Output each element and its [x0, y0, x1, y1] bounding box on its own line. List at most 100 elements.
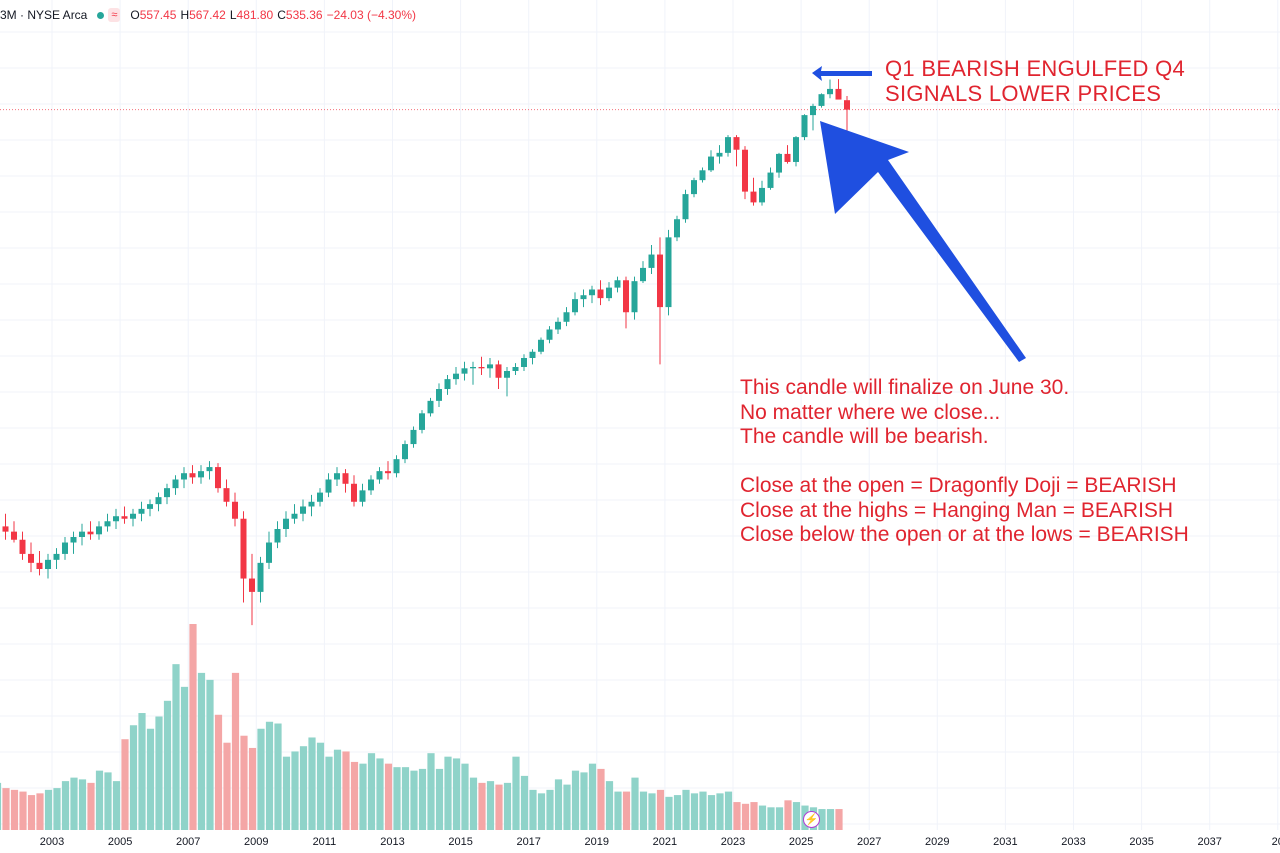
candle-body — [487, 364, 493, 369]
volume-bar — [299, 746, 308, 830]
candle-body — [742, 149, 748, 192]
volume-bar — [257, 728, 265, 830]
volume-bar — [588, 763, 597, 830]
volume-bar — [750, 802, 758, 830]
candle-body — [818, 94, 825, 106]
candle-body — [342, 473, 349, 484]
volume-bar — [206, 679, 214, 830]
candle-body — [495, 364, 502, 378]
volume-bar — [614, 791, 622, 830]
volume-bar — [520, 775, 529, 830]
volume-bar — [469, 777, 478, 830]
candle-body — [45, 559, 51, 569]
candle-body — [699, 170, 706, 181]
candle-body — [436, 389, 442, 401]
candle-body — [113, 516, 119, 522]
volume-bar — [512, 756, 520, 830]
volume-bar — [384, 763, 393, 830]
x-tick-label: 2025 — [788, 836, 814, 848]
volume-bar — [78, 779, 87, 830]
volume-bar — [180, 686, 189, 830]
volume-bar — [27, 795, 36, 830]
candle-body — [827, 88, 833, 95]
note-line: Close at the open = Dragonfly Doji = BEA… — [740, 474, 1177, 497]
candle-body — [53, 553, 60, 560]
volume-bar — [758, 805, 767, 830]
volume-bar — [308, 737, 316, 830]
volume-bar — [631, 777, 639, 830]
volume-bar — [121, 739, 129, 830]
candle-body — [130, 513, 136, 519]
volume-bar — [495, 784, 503, 830]
candle-body — [674, 219, 680, 238]
volume-bar — [0, 782, 2, 830]
volume-bar — [291, 751, 299, 830]
volume-bar — [10, 789, 19, 830]
volume-bar — [427, 753, 435, 830]
volume-bar — [282, 756, 291, 830]
candle-body — [223, 488, 230, 502]
ohlc-low-key: L — [229, 8, 237, 22]
volume-bar — [784, 800, 792, 830]
price-change: −24.03 (−4.30%) — [326, 8, 416, 22]
candle-body — [580, 295, 587, 300]
candle-body — [317, 492, 323, 502]
x-tick-label: 2003 — [39, 836, 65, 848]
x-tick-label: 2023 — [720, 836, 746, 848]
candle-body — [657, 254, 663, 308]
volume-bar — [648, 793, 656, 830]
candle-body — [283, 518, 289, 530]
candle-body — [725, 137, 731, 153]
ohlc-high-key: H — [180, 8, 190, 22]
x-tick-label: 2027 — [856, 836, 882, 848]
volume-bar — [19, 791, 27, 830]
candle-body — [504, 370, 510, 378]
symbol-label[interactable]: 3M · NYSE Arca — [0, 8, 88, 22]
note-line: Close below the open or at the lows = BE… — [740, 523, 1189, 546]
volume-bar — [172, 664, 180, 830]
candle-body — [19, 539, 26, 554]
candle-body — [376, 471, 383, 480]
candle-body — [325, 479, 332, 493]
candle-body — [691, 180, 697, 195]
candle-body — [759, 187, 765, 203]
candle-body — [62, 542, 68, 554]
volume-bar — [401, 767, 410, 830]
volume-bar — [155, 716, 163, 830]
note-line: Close at the highs = Hanging Man = BEARI… — [740, 498, 1174, 522]
candle-body — [614, 280, 621, 288]
volume-bar — [248, 747, 257, 830]
volume-bar — [605, 781, 614, 830]
volume-bar — [767, 807, 775, 830]
volume-bar — [231, 672, 240, 830]
x-tick-label: 2009 — [244, 836, 269, 848]
candle-body — [810, 105, 816, 116]
candle-body — [402, 444, 408, 460]
headline-annotation: Q1 BEARISH ENGULFED Q4 SIGNALS LOWER PRI… — [885, 56, 1185, 106]
volume-bar — [367, 753, 376, 830]
volume-bar — [163, 700, 172, 830]
ohlc-close-value: 535.36 — [285, 8, 323, 22]
candle-body — [572, 299, 578, 313]
note-spacer — [740, 450, 1189, 475]
volume-bar — [44, 789, 53, 830]
candle-body — [529, 351, 536, 358]
notes-annotation: This candle will finalize on June 30. No… — [740, 376, 1189, 548]
x-tick-label: 2021 — [652, 836, 678, 848]
candle-body — [512, 367, 519, 371]
candle-body — [640, 267, 646, 282]
candle-body — [835, 88, 842, 100]
candle-body — [563, 312, 570, 322]
tradingview-logo-icon[interactable]: ⚡ — [803, 811, 820, 828]
candle-body — [444, 379, 451, 390]
volume-bar — [393, 767, 401, 830]
approx-wave-icon[interactable]: ≈ — [108, 8, 121, 22]
candle-body — [682, 194, 689, 220]
volume-bar — [571, 770, 580, 830]
volume-bar — [316, 742, 325, 830]
volume-bar — [129, 725, 138, 830]
x-tick-label: 2019 — [584, 836, 610, 848]
candle-body — [767, 172, 774, 188]
x-tick-label: 2017 — [516, 836, 541, 848]
volume-bar — [775, 807, 784, 830]
